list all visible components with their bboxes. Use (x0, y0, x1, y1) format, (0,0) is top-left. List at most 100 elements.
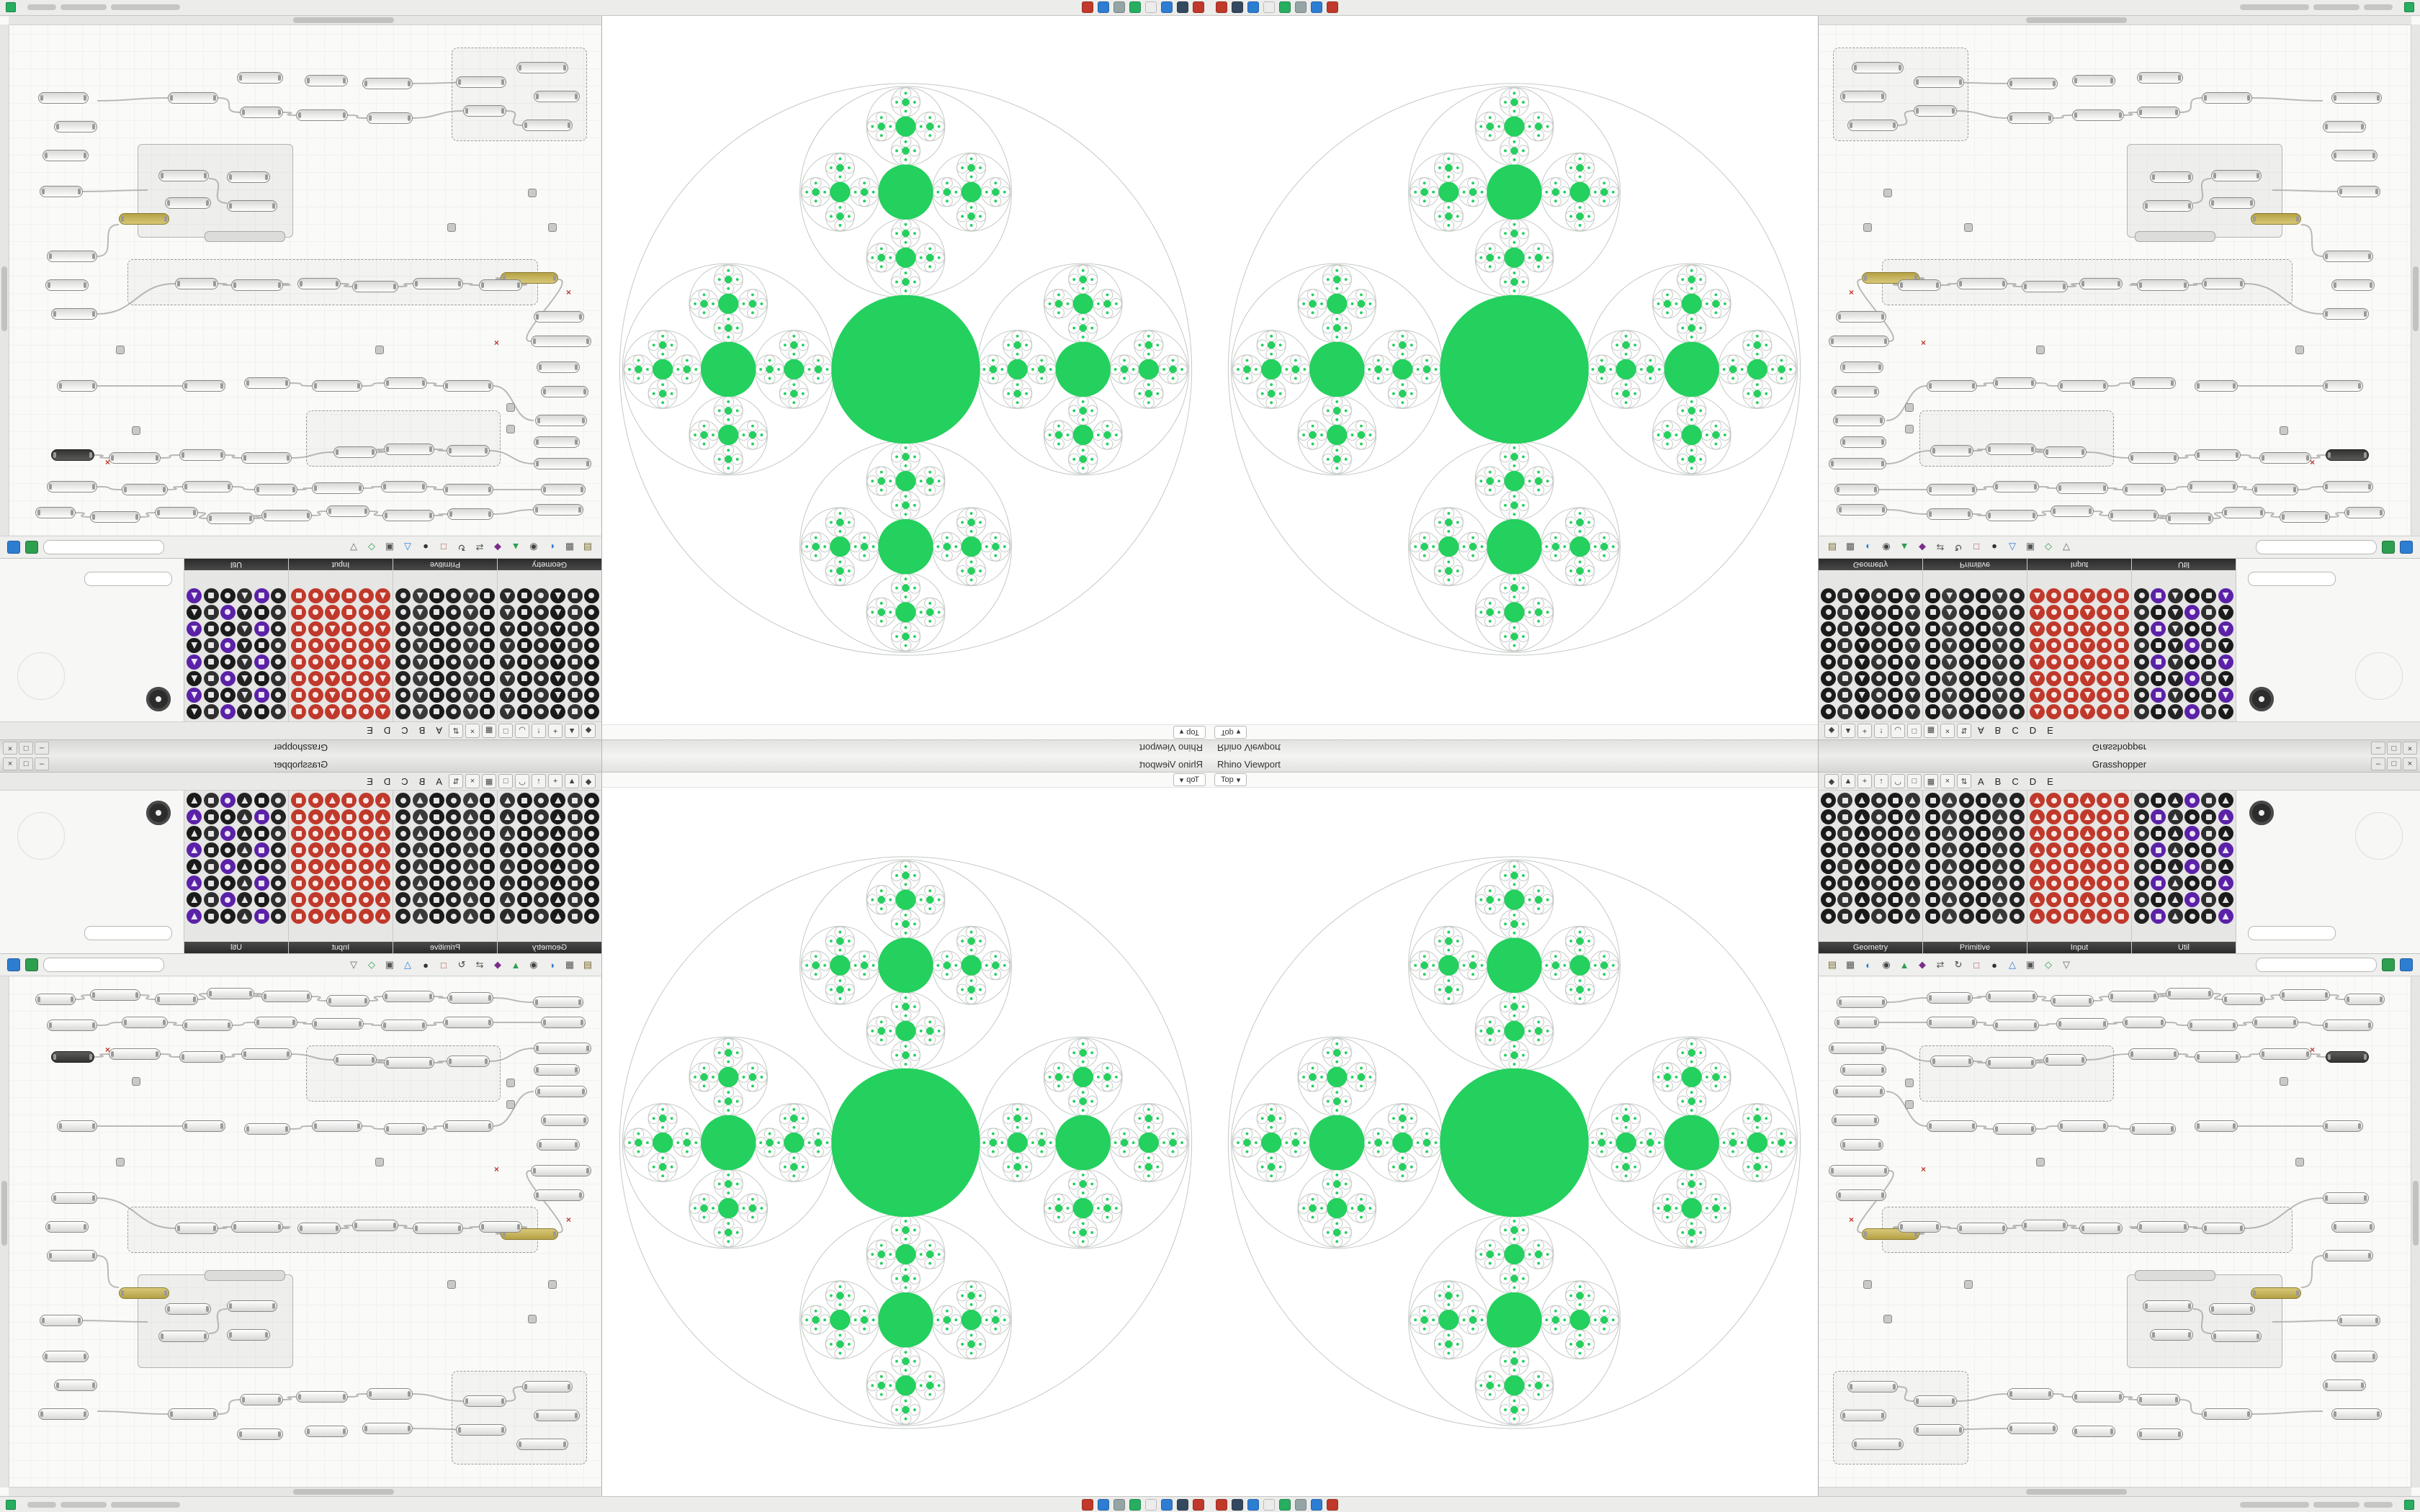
gh-node[interactable] (516, 62, 568, 73)
toolbar-icon[interactable]: ▽ (350, 959, 357, 970)
palette-icon[interactable] (567, 688, 583, 703)
component-tab-letter[interactable]: C (2012, 775, 2019, 787)
palette-icon[interactable] (220, 588, 236, 603)
component-tab-letter[interactable]: E (367, 775, 373, 787)
palette-icon[interactable] (308, 605, 323, 620)
gh-node[interactable] (447, 1056, 490, 1067)
palette-icon[interactable] (1871, 588, 1886, 603)
viewport-tab-top[interactable]: Top ▾ (1214, 726, 1247, 739)
palette-icon[interactable] (1904, 654, 1920, 670)
palette-icon[interactable] (462, 621, 478, 636)
palette-icon[interactable] (271, 892, 286, 907)
component-tab-icon[interactable]: ▦ (1924, 774, 1938, 788)
vertical-scrollbar[interactable] (0, 976, 9, 1488)
palette-icon[interactable] (220, 842, 236, 858)
palette-icon[interactable] (2134, 809, 2149, 824)
palette-icon[interactable] (2167, 671, 2183, 686)
palette-icon[interactable] (567, 826, 583, 841)
palette-icon[interactable] (2134, 688, 2149, 703)
palette-icon[interactable] (534, 826, 549, 841)
component-tab-icon[interactable]: ↑ (532, 724, 546, 738)
palette-icon[interactable] (2009, 588, 2025, 603)
palette-icon[interactable] (308, 809, 323, 824)
taskbar-app-icon[interactable] (1113, 1498, 1125, 1511)
component-tab-letter[interactable]: E (367, 725, 373, 737)
palette-icon[interactable] (567, 605, 583, 620)
palette-icon[interactable] (534, 588, 549, 603)
toolbar-icon[interactable]: ◐ (1865, 541, 1871, 553)
gh-node[interactable] (2166, 513, 2213, 524)
palette-icon[interactable] (2046, 605, 2062, 620)
palette-icon[interactable] (500, 859, 516, 874)
palette-icon[interactable] (2218, 826, 2233, 841)
gh-node[interactable] (367, 112, 413, 124)
toolbar-color-button[interactable] (7, 541, 20, 554)
component-tab-icon[interactable]: ◡ (515, 724, 529, 738)
palette-icon[interactable] (2046, 638, 2062, 653)
palette-icon[interactable] (567, 876, 583, 891)
toolbar-icon[interactable]: ● (1991, 959, 1997, 971)
palette-icon[interactable] (2167, 909, 2183, 924)
palette-icon[interactable] (480, 909, 495, 924)
palette-icon[interactable] (341, 605, 357, 620)
palette-icon[interactable] (462, 671, 478, 686)
palette-icon[interactable] (395, 892, 411, 907)
gh-param-node[interactable] (506, 425, 515, 433)
palette-icon[interactable] (1821, 654, 1836, 670)
palette-icon[interactable] (220, 605, 236, 620)
palette-icon[interactable] (516, 588, 532, 603)
minimize-button[interactable]: – (2371, 757, 2385, 770)
palette-icon[interactable] (1976, 654, 1991, 670)
palette-icon[interactable] (254, 892, 269, 907)
grasshopper-titlebar[interactable]: Grasshopper – □ × (1819, 739, 2420, 756)
palette-icon[interactable] (567, 704, 583, 719)
palette-icon[interactable] (550, 793, 566, 808)
palette-icon[interactable] (237, 704, 253, 719)
palette-icon[interactable] (1821, 621, 1836, 636)
gh-node[interactable] (237, 72, 283, 84)
gh-node[interactable] (168, 92, 218, 104)
palette-icon[interactable] (500, 605, 516, 620)
palette-icon[interactable] (2113, 892, 2129, 907)
palette-icon[interactable] (412, 892, 428, 907)
gh-param-node[interactable] (375, 1158, 384, 1166)
component-tab-icon[interactable]: ◡ (515, 774, 529, 788)
gh-node[interactable] (537, 361, 580, 373)
palette-icon[interactable] (500, 588, 516, 603)
gh-node-canvas[interactable]: × × × (1819, 16, 2420, 536)
palette-icon[interactable] (446, 793, 462, 808)
palette-icon[interactable] (291, 892, 307, 907)
palette-icon[interactable] (1992, 588, 2008, 603)
toolbar-icon[interactable]: ▲ (511, 541, 521, 553)
palette-icon[interactable] (516, 826, 532, 841)
palette-icon[interactable] (375, 892, 390, 907)
rhino-window-titlebar[interactable]: Rhino Viewport (1210, 756, 1818, 773)
palette-icon[interactable] (2218, 688, 2233, 703)
gh-node[interactable] (231, 1221, 283, 1233)
palette-icon[interactable] (2134, 892, 2149, 907)
palette-icon[interactable] (534, 638, 549, 653)
palette-icon[interactable] (271, 809, 286, 824)
gh-node[interactable] (261, 991, 312, 1002)
palette-icon[interactable] (2134, 842, 2149, 858)
gh-node[interactable] (2211, 170, 2262, 181)
gh-node[interactable] (122, 484, 168, 495)
palette-icon[interactable] (2184, 605, 2200, 620)
palette-icon[interactable] (500, 621, 516, 636)
palette-icon[interactable] (2080, 859, 2095, 874)
palette-icon[interactable] (2134, 826, 2149, 841)
palette-icon[interactable] (2218, 638, 2233, 653)
palette-icon[interactable] (291, 671, 307, 686)
palette-icon[interactable] (1871, 671, 1886, 686)
gh-node-canvas[interactable]: × × × (0, 976, 601, 1496)
gh-node[interactable] (447, 992, 493, 1004)
horizontal-scrollbar[interactable] (9, 16, 601, 25)
palette-icon[interactable] (567, 842, 583, 858)
scrollbar-thumb[interactable] (292, 1489, 394, 1495)
palette-icon[interactable] (1992, 892, 2008, 907)
component-tab-letter[interactable]: B (418, 725, 426, 737)
taskbar-app-icon[interactable] (1082, 1, 1093, 14)
palette-icon[interactable] (187, 621, 202, 636)
palette-icon[interactable] (462, 654, 478, 670)
palette-icon[interactable] (584, 621, 599, 636)
